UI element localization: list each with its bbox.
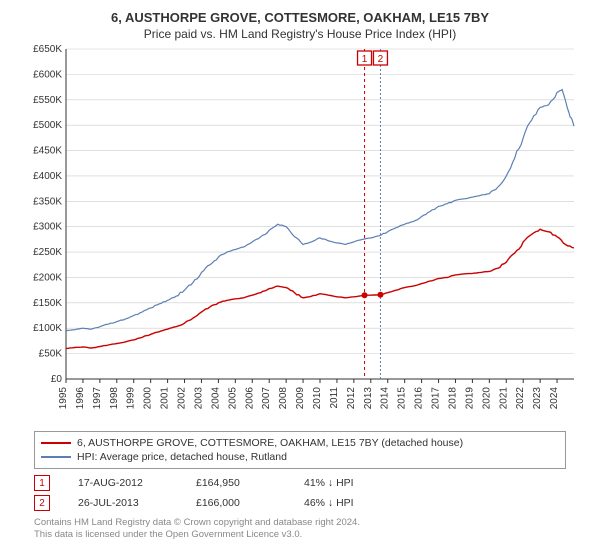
svg-text:1996: 1996 — [75, 387, 86, 410]
svg-text:2: 2 — [378, 54, 384, 65]
svg-text:£400K: £400K — [33, 171, 62, 182]
chart-title: 6, AUSTHORPE GROVE, COTTESMORE, OAKHAM, … — [10, 10, 590, 25]
footer-line-1: Contains HM Land Registry data © Crown c… — [34, 517, 566, 529]
svg-text:£500K: £500K — [33, 120, 62, 131]
legend-label-hpi: HPI: Average price, detached house, Rutl… — [77, 451, 287, 463]
legend-label-property: 6, AUSTHORPE GROVE, COTTESMORE, OAKHAM, … — [77, 437, 463, 449]
svg-text:1995: 1995 — [58, 387, 69, 410]
chart-container: £0 £50K £100K £150K £200K £250K £300K £350K £400… — [20, 45, 580, 425]
event-row-2: 2 26-JUL-2013 £166,000 46% ↓ HPI — [34, 493, 566, 513]
svg-text:2020: 2020 — [481, 387, 492, 410]
svg-text:2008: 2008 — [278, 387, 289, 410]
svg-text:£50K: £50K — [39, 349, 63, 360]
svg-text:£100K: £100K — [33, 323, 62, 334]
svg-text:2001: 2001 — [160, 387, 171, 410]
svg-text:2007: 2007 — [261, 387, 272, 410]
svg-text:2011: 2011 — [329, 387, 340, 409]
footer-text: Contains HM Land Registry data © Crown c… — [34, 517, 566, 542]
svg-text:1998: 1998 — [109, 387, 120, 410]
svg-text:2010: 2010 — [312, 387, 323, 410]
footer-line-2: This data is licensed under the Open Gov… — [34, 529, 566, 541]
svg-text:2000: 2000 — [143, 387, 154, 410]
svg-text:2002: 2002 — [177, 387, 188, 410]
legend-swatch-property — [41, 442, 71, 444]
event-date-2: 26-JUL-2013 — [78, 497, 168, 509]
legend-row-property: 6, AUSTHORPE GROVE, COTTESMORE, OAKHAM, … — [41, 436, 559, 450]
svg-text:£600K: £600K — [33, 69, 62, 80]
svg-text:£0: £0 — [51, 374, 63, 385]
events-table: 1 17-AUG-2012 £164,950 41% ↓ HPI 2 26-JU… — [34, 473, 566, 513]
svg-text:2016: 2016 — [414, 387, 425, 410]
svg-text:1999: 1999 — [126, 387, 137, 410]
legend-swatch-hpi — [41, 456, 71, 458]
svg-text:£650K: £650K — [33, 45, 62, 55]
svg-text:2009: 2009 — [295, 387, 306, 410]
svg-text:£350K: £350K — [33, 196, 62, 207]
svg-text:2003: 2003 — [193, 387, 204, 410]
event-hpi-1: 41% ↓ HPI — [304, 477, 384, 489]
event-date-1: 17-AUG-2012 — [78, 477, 168, 489]
svg-text:£150K: £150K — [33, 298, 62, 309]
event-marker-2: 2 — [34, 495, 50, 511]
svg-text:2005: 2005 — [227, 387, 238, 410]
svg-text:2018: 2018 — [447, 387, 458, 410]
legend-box: 6, AUSTHORPE GROVE, COTTESMORE, OAKHAM, … — [34, 431, 566, 469]
legend-row-hpi: HPI: Average price, detached house, Rutl… — [41, 450, 559, 464]
svg-text:2015: 2015 — [397, 387, 408, 410]
svg-text:2022: 2022 — [515, 387, 526, 410]
svg-text:£550K: £550K — [33, 95, 62, 106]
event-row-1: 1 17-AUG-2012 £164,950 41% ↓ HPI — [34, 473, 566, 493]
event-hpi-2: 46% ↓ HPI — [304, 497, 384, 509]
svg-text:1: 1 — [362, 54, 368, 65]
svg-text:2013: 2013 — [363, 387, 374, 410]
svg-text:2019: 2019 — [464, 387, 475, 410]
chart-svg: £0 £50K £100K £150K £200K £250K £300K £350K £400… — [20, 45, 580, 425]
event-price-2: £166,000 — [196, 497, 276, 509]
svg-text:£200K: £200K — [33, 272, 62, 283]
svg-text:£450K: £450K — [33, 146, 62, 157]
event-marker-1: 1 — [34, 475, 50, 491]
svg-text:£300K: £300K — [33, 222, 62, 233]
svg-text:1997: 1997 — [92, 387, 103, 410]
svg-text:2024: 2024 — [549, 387, 560, 410]
svg-text:2021: 2021 — [498, 387, 509, 410]
svg-text:2004: 2004 — [210, 387, 221, 410]
svg-text:2006: 2006 — [244, 387, 255, 410]
svg-text:2014: 2014 — [380, 387, 391, 410]
svg-text:2017: 2017 — [431, 387, 442, 410]
svg-text:2012: 2012 — [346, 387, 357, 410]
svg-text:2023: 2023 — [532, 387, 543, 410]
svg-text:£250K: £250K — [33, 247, 62, 258]
chart-subtitle: Price paid vs. HM Land Registry's House … — [10, 27, 590, 41]
event-price-1: £164,950 — [196, 477, 276, 489]
